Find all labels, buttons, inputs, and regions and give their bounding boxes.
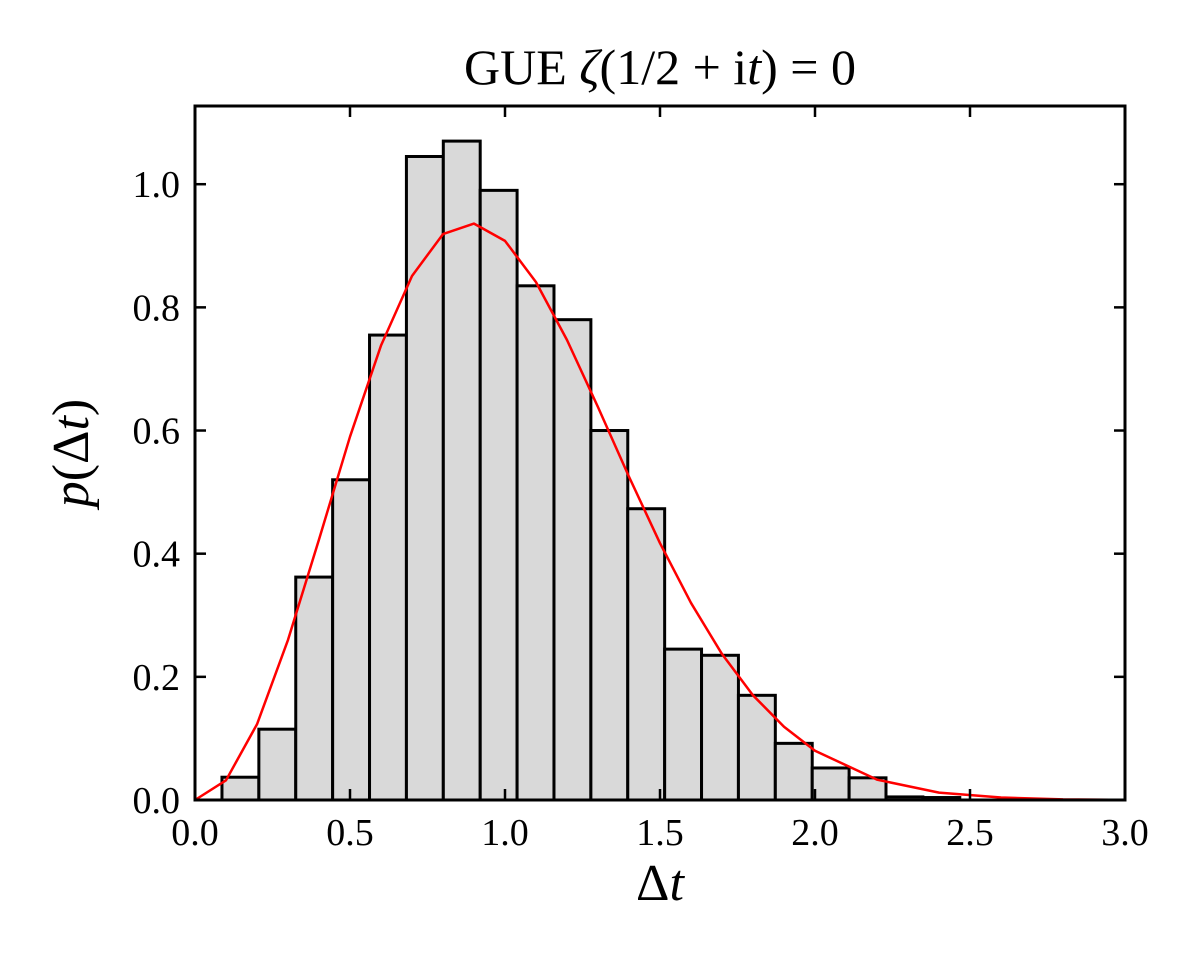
x-tick-label: 2.0: [791, 812, 839, 854]
x-tick-label: 0.0: [171, 812, 219, 854]
x-tick-labels: 0.0 0.5 1.0 1.5 2.0 2.5 3.0: [171, 812, 1149, 854]
y-tick-label: 0.6: [133, 411, 181, 453]
y-axis-label: p(Δt): [43, 399, 100, 512]
x-tick-label: 2.5: [946, 812, 994, 854]
histogram-bar: [404, 154, 445, 802]
y-tick-label: 0.8: [133, 287, 181, 329]
histogram-bar: [441, 139, 482, 802]
histogram-bar: [257, 727, 298, 802]
histogram-bar: [515, 284, 556, 802]
y-tick-labels: 0.0 0.2 0.4 0.6 0.8 1.0: [133, 164, 181, 822]
histogram-bar: [331, 478, 372, 802]
histogram-bars: [220, 139, 962, 802]
chart-title: GUE ζ(1/2 + it) = 0: [464, 39, 856, 95]
x-tick-label: 3.0: [1101, 812, 1149, 854]
x-axis-label: Δt: [636, 855, 685, 912]
histogram-bar: [552, 318, 593, 802]
y-tick-label: 1.0: [133, 164, 181, 206]
histogram-bar: [368, 333, 408, 802]
histogram-bar: [220, 775, 261, 802]
histogram-bar: [478, 188, 519, 802]
histogram-bar: [663, 647, 704, 802]
histogram-bar: [626, 507, 667, 802]
x-tick-label: 1.0: [481, 812, 529, 854]
y-tick-label: 0.4: [133, 534, 181, 576]
histogram-bar: [294, 575, 335, 802]
y-tick-label: 0.2: [133, 657, 181, 699]
y-tick-label: 0.0: [133, 780, 181, 822]
gue-curve: [194, 222, 1126, 802]
gue-curve-line: [194, 222, 1126, 802]
histogram-bar: [589, 429, 630, 802]
x-tick-label: 0.5: [326, 812, 374, 854]
x-tick-label: 1.5: [636, 812, 684, 854]
histogram-bar: [773, 741, 814, 802]
histogram-bar: [700, 653, 740, 802]
histogram-bar: [810, 766, 851, 802]
axis-ticks: [195, 106, 1125, 800]
